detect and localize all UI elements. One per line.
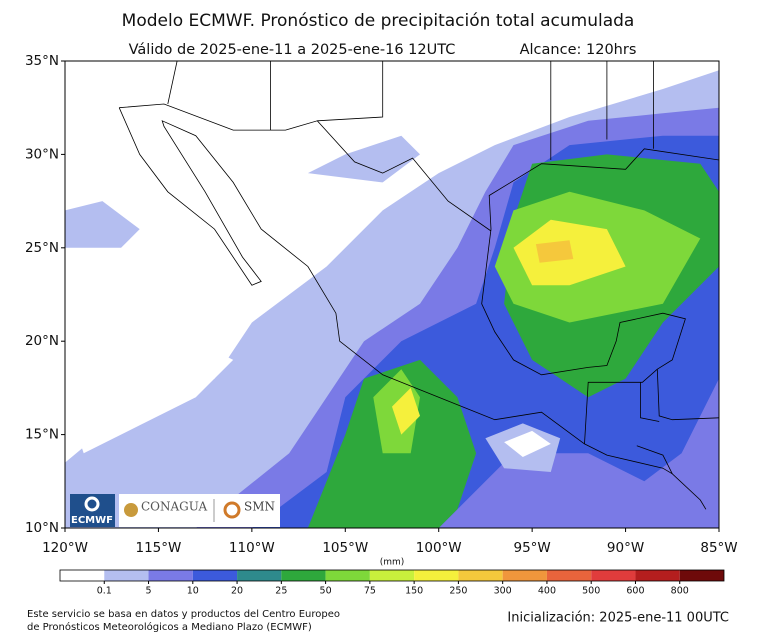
initialization: Inicialización: 2025-ene-11 00UTC	[507, 611, 729, 626]
precip-area	[392, 387, 420, 435]
coastline	[481, 148, 719, 421]
map-area	[65, 61, 719, 528]
lon-tick-label: 90°W	[607, 540, 644, 556]
source-note: Este servicio se basa en datos y product…	[27, 609, 340, 620]
colorbar-box	[237, 570, 282, 581]
source-note: de Pronósticos Meteorológicos a Mediano …	[27, 621, 312, 632]
colorbar-box	[281, 570, 326, 581]
lat-tick-label: 35°N	[25, 53, 59, 69]
colorbar-label: 5	[146, 586, 152, 597]
coastline	[640, 382, 660, 422]
lon-tick-label: 115°W	[135, 540, 181, 556]
colorbar-box	[591, 570, 636, 581]
colorbar-label: 20	[231, 586, 243, 597]
lat-tick-label: 20°N	[25, 333, 59, 349]
coastline	[118, 107, 707, 510]
lon-tick-label: 85°W	[700, 540, 737, 556]
smn-text: SMN	[244, 500, 275, 514]
colorbar-box	[502, 570, 547, 581]
lon-tick-label: 120°W	[42, 540, 88, 556]
colorbar-box	[679, 570, 724, 581]
precip-area	[504, 430, 551, 457]
lead-time: Alcance: 120hrs	[520, 42, 637, 58]
colorbar-box	[546, 570, 592, 581]
colorbar-box	[635, 570, 680, 581]
conagua-icon	[124, 503, 138, 517]
colorbar-unit: (mm)	[380, 558, 405, 568]
ecmwf-icon	[84, 496, 100, 512]
colorbar-box	[369, 570, 415, 581]
colorbar-box	[325, 570, 370, 581]
colorbar: 0.1 5 10 20 25 50 75 150 250 300 400 500 600 800	[59, 569, 725, 597]
colorbar-box	[192, 570, 238, 581]
precip-area	[307, 135, 420, 183]
title: Modelo ECMWF. Pronóstico de precipitació…	[122, 11, 635, 31]
colorbar-label: 25	[275, 586, 287, 597]
colorbar-label: 400	[538, 586, 556, 597]
colorbar-label: 800	[671, 586, 689, 597]
colorbar-label: 0.1	[97, 586, 112, 597]
precip-area	[65, 201, 140, 248]
precip-area	[65, 341, 234, 454]
colorbar-box	[458, 570, 503, 581]
colorbar-box	[148, 570, 193, 581]
lat-tick-label: 15°N	[25, 427, 59, 443]
lon-tick-label: 100°W	[416, 540, 462, 556]
conagua-smn-logo	[119, 494, 280, 527]
colorbar-label: 300	[494, 586, 512, 597]
ecmwf-text: ECMWF	[71, 515, 113, 526]
precip-area	[535, 240, 574, 263]
lon-tick-label: 105°W	[322, 540, 368, 556]
colorbar-box	[414, 570, 459, 581]
colorbar-box	[104, 570, 149, 581]
logos: ECMWF CONAGUA SMN	[70, 494, 280, 527]
coastline	[317, 61, 384, 122]
smn-icon	[223, 501, 241, 519]
map: 35°N 30°N 25°N 20°N 15°N 10°N 120°W 115°W 110°W 1…	[25, 53, 738, 556]
coastline	[584, 368, 658, 444]
lon-tick-label: 95°W	[514, 540, 551, 556]
lon-tick-label: 110°W	[229, 540, 275, 556]
map-frame	[64, 60, 720, 529]
lat-tick-label: 25°N	[25, 240, 59, 256]
colorbar-label: 75	[364, 586, 376, 597]
lat-tick-label: 30°N	[25, 146, 59, 162]
coastline	[636, 445, 673, 474]
colorbar-box	[60, 570, 105, 581]
lat-tick-label: 10°N	[25, 520, 59, 536]
colorbar-label: 500	[582, 586, 600, 597]
colorbar-label: 250	[449, 586, 467, 597]
colorbar-label: 150	[405, 586, 423, 597]
coastline	[167, 61, 178, 105]
valid-period: Válido de 2025-ene-11 a 2025-ene-16 12UT…	[129, 42, 456, 58]
colorbar-frame	[59, 569, 725, 582]
colorbar-label: 600	[626, 586, 644, 597]
conagua-text: CONAGUA	[141, 500, 208, 514]
coastline	[119, 103, 492, 232]
colorbar-label: 10	[187, 586, 199, 597]
colorbar-label: 50	[320, 586, 332, 597]
